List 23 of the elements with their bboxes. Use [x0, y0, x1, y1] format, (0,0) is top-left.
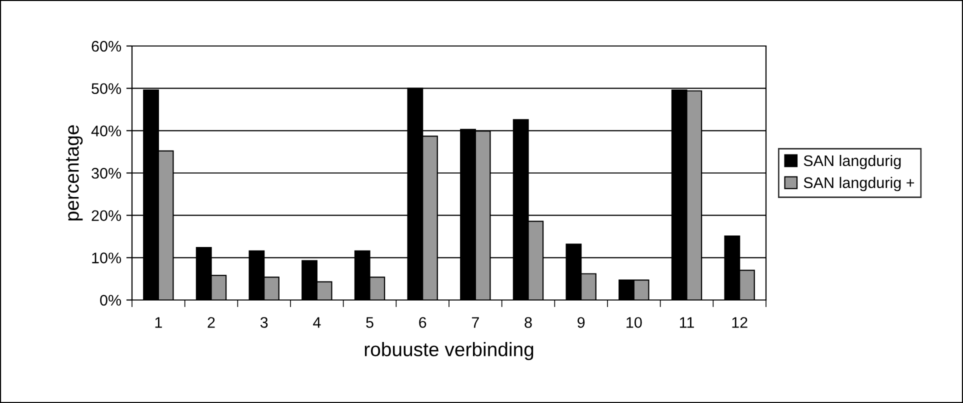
legend-label: SAN langdurig [804, 154, 901, 170]
legend-label: SAN langdurig + [804, 176, 914, 192]
x-tick-label: 12 [732, 317, 748, 328]
x-axis-title: robuuste verbinding [364, 342, 534, 360]
y-tick-label: 10% [92, 252, 122, 264]
x-tick-label: 3 [260, 317, 268, 328]
x-tick-label: 10 [626, 317, 642, 328]
y-tick-label: 50% [92, 83, 122, 94]
x-tick-label: 5 [366, 317, 374, 328]
y-tick-label: 0% [100, 294, 122, 306]
y-tick-label: 40% [91, 126, 122, 136]
x-tick-label: 1 [155, 317, 162, 328]
y-axis-title: percentage [66, 125, 83, 220]
x-tick-label: 6 [419, 317, 426, 328]
x-tick-label: 8 [524, 317, 532, 328]
x-tick-label: 9 [578, 317, 585, 328]
y-tick-label: 30% [92, 168, 122, 179]
x-tick-label: 11 [680, 317, 694, 328]
y-tick-label: 60% [92, 40, 122, 52]
x-tick-label: 7 [472, 317, 479, 328]
x-tick-label: 4 [313, 317, 321, 328]
x-tick-label: 2 [208, 317, 215, 328]
y-tick-label: 20% [92, 210, 122, 222]
